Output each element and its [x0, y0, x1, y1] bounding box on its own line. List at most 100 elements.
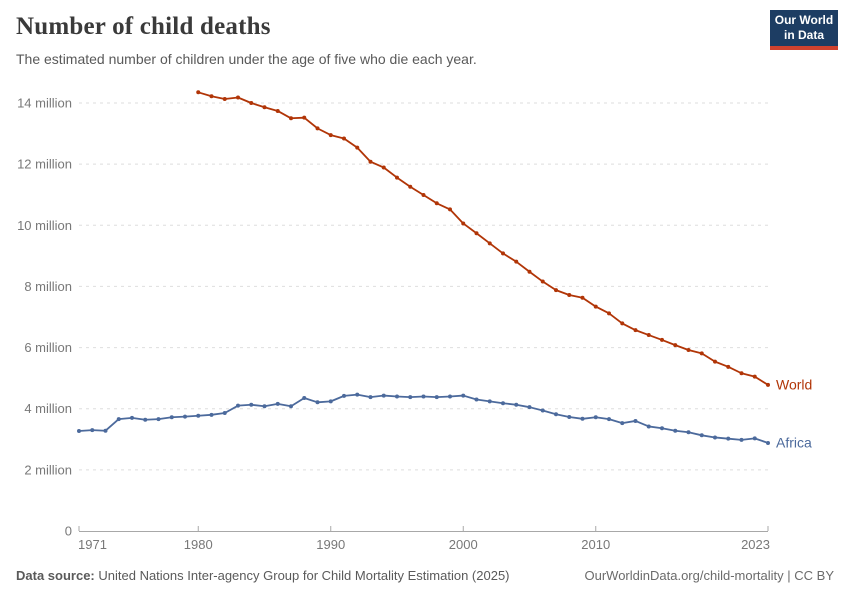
africa-data-point: [421, 394, 426, 399]
africa-data-point: [395, 394, 399, 399]
africa-data-point: [448, 394, 452, 399]
africa-data-point: [501, 401, 505, 406]
world-data-point: [222, 97, 227, 102]
world-data-point: [567, 292, 572, 297]
data-source-label: Data source:: [16, 568, 95, 583]
owid-logo-line1: Our World: [774, 13, 834, 27]
chart-url-license[interactable]: OurWorldinData.org/child-mortality | CC …: [584, 568, 835, 583]
africa-data-point: [434, 395, 439, 400]
world-data-point: [540, 279, 545, 284]
africa-data-point: [169, 415, 174, 420]
data-source-text: United Nations Inter-agency Group for Ch…: [98, 568, 510, 583]
world-data-point: [686, 348, 691, 353]
data-source: Data source: United Nations Inter-agency…: [16, 568, 510, 583]
world-data-point: [620, 321, 625, 326]
world-data-point: [660, 337, 664, 342]
africa-data-point: [222, 410, 227, 415]
world-data-point: [302, 115, 307, 120]
africa-data-point: [368, 395, 373, 400]
world-data-point: [646, 333, 651, 338]
africa-data-point: [196, 413, 201, 418]
africa-data-point: [699, 433, 704, 438]
world-data-point: [289, 116, 293, 121]
chart-footer: Data source: United Nations Inter-agency…: [16, 568, 834, 583]
world-data-point: [501, 251, 505, 256]
africa-data-point: [302, 396, 307, 401]
world-data-point: [342, 136, 346, 141]
world-data-point: [474, 231, 479, 236]
world-data-point: [408, 184, 413, 189]
world-data-point: [514, 259, 519, 264]
africa-data-point: [593, 415, 598, 420]
africa-data-point: [156, 417, 161, 422]
x-tick-label: 1971: [78, 537, 107, 552]
africa-data-point: [315, 400, 320, 405]
africa-data-point: [752, 436, 757, 441]
world-data-point: [713, 359, 717, 364]
africa-data-point: [474, 397, 479, 402]
x-tick-label: 1990: [316, 537, 345, 552]
africa-data-point: [646, 424, 651, 429]
world-series-line[interactable]: [197, 91, 769, 386]
africa-data-point: [130, 415, 134, 420]
world-data-point: [752, 374, 757, 379]
world-data-point: [249, 101, 254, 105]
africa-series-line[interactable]: [78, 393, 769, 444]
africa-data-point: [355, 392, 360, 397]
africa-data-point: [487, 399, 492, 404]
y-tick-label: 8 million: [24, 279, 72, 294]
africa-data-point: [262, 404, 267, 409]
owid-logo[interactable]: Our World in Data: [770, 10, 838, 50]
africa-series-label[interactable]: Africa: [776, 434, 812, 450]
world-data-point: [328, 133, 333, 138]
africa-data-point: [673, 428, 678, 433]
y-tick-label: 4 million: [24, 401, 72, 416]
y-tick-label: 2 million: [24, 462, 72, 477]
africa-data-point: [580, 416, 585, 421]
world-data-point: [421, 193, 426, 198]
africa-data-point: [686, 430, 691, 435]
world-series-label[interactable]: World: [776, 376, 812, 392]
world-data-point: [262, 105, 267, 110]
africa-data-point: [514, 402, 519, 407]
africa-data-point: [236, 403, 240, 408]
africa-data-point: [567, 414, 572, 419]
africa-data-point: [660, 426, 664, 431]
africa-data-point: [713, 435, 717, 440]
world-data-point: [766, 382, 770, 387]
africa-data-point: [461, 393, 466, 398]
y-tick-label: 0: [65, 524, 72, 539]
page-title: Number of child deaths: [16, 13, 271, 40]
africa-data-point: [103, 428, 108, 433]
y-tick-label: 10 million: [17, 218, 72, 233]
world-data-point: [275, 108, 280, 113]
africa-data-point: [342, 393, 346, 398]
africa-data-point: [116, 417, 121, 422]
x-tick-label: 2023: [741, 537, 770, 552]
world-data-point: [554, 288, 558, 293]
africa-data-point: [408, 395, 413, 400]
x-tick-label: 2000: [449, 537, 478, 552]
world-data-point: [487, 241, 492, 246]
africa-data-point: [527, 405, 532, 410]
africa-data-point: [183, 414, 187, 419]
world-data-point: [236, 95, 240, 100]
africa-data-point: [289, 404, 293, 409]
africa-data-point: [209, 412, 214, 417]
y-tick-label: 6 million: [24, 340, 72, 355]
world-data-point: [434, 201, 439, 206]
world-data-point: [593, 304, 598, 309]
world-data-point: [355, 145, 360, 150]
world-data-point: [461, 221, 466, 226]
africa-data-point: [620, 421, 625, 426]
world-data-point: [673, 343, 678, 348]
world-data-point: [209, 94, 214, 99]
world-data-point: [607, 311, 611, 316]
y-tick-label: 12 million: [17, 157, 72, 172]
y-tick-label: 14 million: [17, 96, 72, 111]
world-data-point: [580, 295, 585, 300]
world-data-point: [633, 328, 638, 333]
africa-data-point: [328, 399, 333, 404]
